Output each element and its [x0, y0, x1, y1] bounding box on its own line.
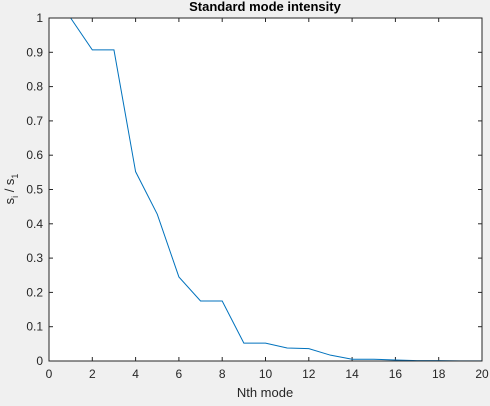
y-tick-label: 0: [36, 354, 43, 368]
plot-area: [49, 18, 482, 361]
y-tick-label: 0.5: [26, 183, 43, 197]
x-tick-label: 20: [475, 367, 489, 381]
y-tick-label: 0.6: [26, 148, 43, 162]
y-label-base2: s: [2, 178, 17, 185]
y-axis-label: si / s1: [2, 174, 20, 205]
y-tick-label: 0.7: [26, 114, 43, 128]
x-tick-label: 10: [259, 367, 273, 381]
y-tick-label: 0.2: [26, 285, 43, 299]
y-tick-label: 0.3: [26, 251, 43, 265]
y-tick-label: 0.9: [26, 45, 43, 59]
x-tick-label: 18: [432, 367, 446, 381]
y-tick-label: 0.8: [26, 80, 43, 94]
x-tick-label: 2: [89, 367, 96, 381]
plot-frame: [48, 17, 483, 362]
chart-title: Standard mode intensity: [189, 0, 341, 14]
y-label-base1: s: [2, 197, 17, 204]
x-tick-label: 0: [46, 367, 53, 381]
y-tick-label: 0.4: [26, 217, 43, 231]
x-axis-label: Nth mode: [237, 385, 293, 400]
y-label-sub1: i: [10, 196, 20, 198]
y-tick-label: 1: [36, 11, 43, 25]
x-tick-label: 6: [176, 367, 183, 381]
x-tick-label: 4: [132, 367, 139, 381]
y-tick-label: 0.1: [26, 320, 43, 334]
y-label-sub2: 1: [10, 174, 20, 179]
x-tick-label: 8: [219, 367, 226, 381]
x-tick-label: 16: [389, 367, 403, 381]
y-label-sep: /: [2, 185, 17, 196]
x-tick-label: 14: [345, 367, 359, 381]
x-tick-label: 12: [302, 367, 316, 381]
